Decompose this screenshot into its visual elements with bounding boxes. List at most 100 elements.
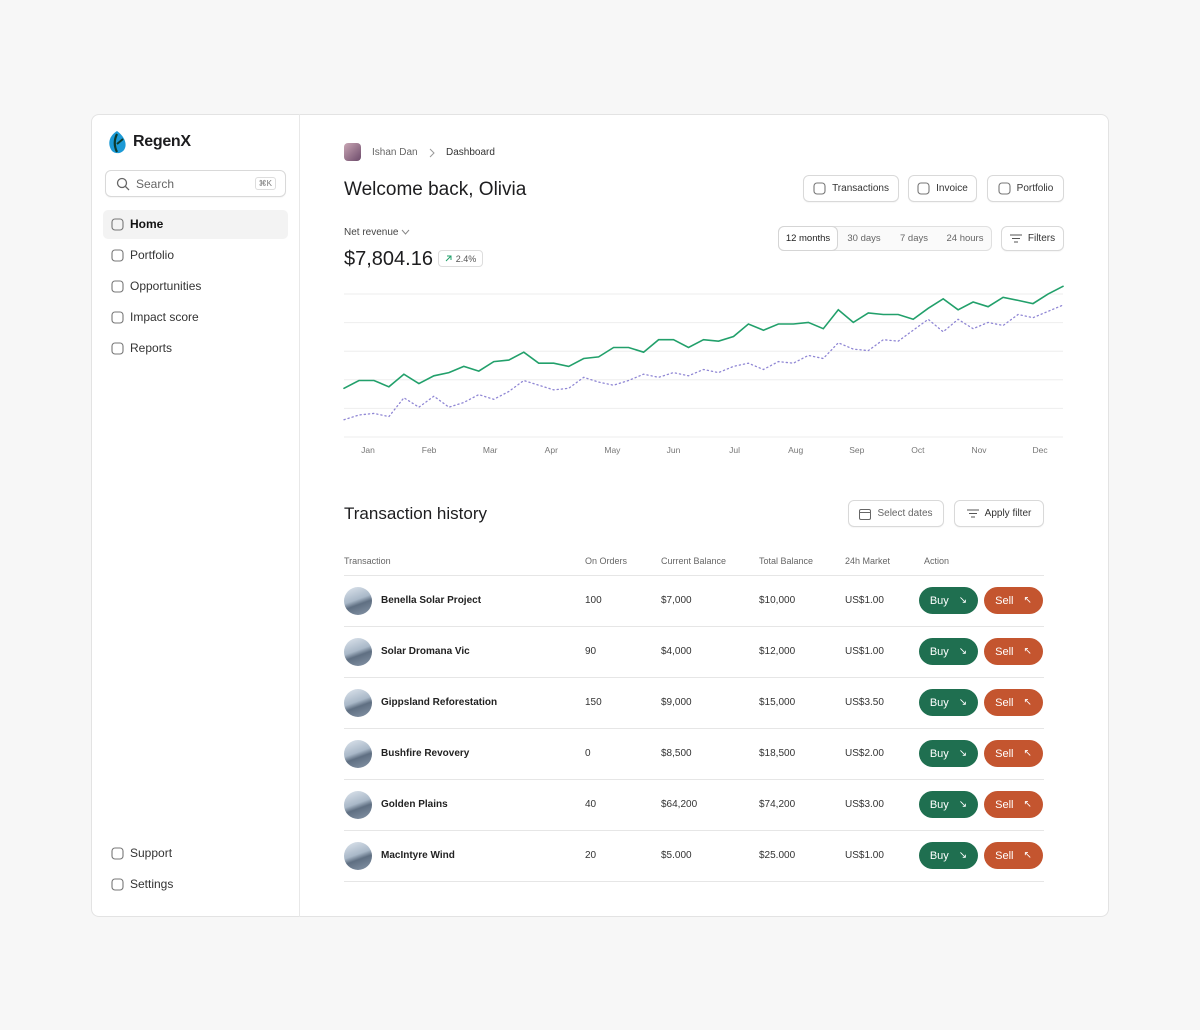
buy-button[interactable]: Buy ↘	[919, 587, 978, 614]
dropdown-icon	[401, 229, 410, 235]
brand: RegenX	[133, 133, 191, 150]
avatar	[344, 143, 361, 161]
chevron	[429, 148, 435, 158]
row-avatar	[344, 740, 372, 768]
sell-button[interactable]: Sell ↖	[984, 740, 1043, 767]
nav-active-bg	[103, 210, 288, 239]
transaction-name: Benella Solar Project	[381, 595, 482, 606]
apply-filter-label: Apply filter	[984, 508, 1032, 519]
nav-item[interactable]: Portfolio	[130, 248, 175, 262]
x-tick-label: Jul	[729, 445, 740, 455]
x-tick-label: Mar	[483, 445, 498, 455]
buy-button[interactable]: Buy ↘	[919, 689, 978, 716]
filter-icon	[966, 509, 979, 518]
nav-item[interactable]: Opportunities	[130, 279, 202, 293]
row-divider	[344, 779, 1044, 780]
nav-item[interactable]: Impact score	[130, 310, 199, 324]
icon-shape	[111, 280, 124, 293]
x-tick-label: May	[604, 445, 621, 455]
table-cell: US$3.50	[845, 697, 884, 708]
breadcrumb-item[interactable]: Dashboard	[446, 147, 495, 158]
buy-button[interactable]: Buy ↘	[919, 791, 978, 818]
row-avatar	[344, 842, 372, 870]
history-title: Transaction history	[344, 504, 487, 523]
x-tick-label: Dec	[1033, 445, 1049, 455]
table-cell: $15,000	[759, 697, 796, 708]
sell-label: Sell	[995, 747, 1014, 760]
line-series	[343, 304, 1064, 421]
apply-filter-button[interactable]: Apply filter	[954, 500, 1044, 527]
header-button[interactable]: Portfolio	[987, 175, 1064, 202]
range-option[interactable]: 30 days	[847, 233, 881, 244]
select-dates-button[interactable]: Select dates	[848, 500, 944, 527]
table-cell: 90	[585, 646, 597, 657]
sell-label: Sell	[995, 594, 1014, 607]
nav-item[interactable]: Settings	[130, 877, 174, 891]
search-placeholder: Search	[136, 176, 175, 191]
nav-icon	[111, 218, 124, 231]
transaction-name: MacIntyre Wind	[381, 850, 455, 861]
buy-button[interactable]: Buy ↘	[919, 740, 978, 767]
row-divider	[344, 728, 1044, 729]
buy-arrow: ↘	[958, 595, 968, 606]
header-button[interactable]: Invoice	[908, 175, 977, 202]
table-cell: $9,000	[661, 697, 692, 708]
breadcrumb-item[interactable]: Ishan Dan	[372, 147, 418, 158]
nav-icon	[998, 182, 1011, 195]
column-header: Transaction	[344, 556, 391, 566]
table-cell: 20	[585, 850, 597, 861]
nav-item[interactable]: Support	[130, 846, 173, 860]
table-cell: 40	[585, 799, 597, 810]
greeting: Welcome back, Olivia	[344, 179, 527, 200]
row-avatar	[344, 791, 372, 819]
table-cell: $64,200	[661, 799, 698, 810]
buy-label: Buy	[929, 747, 949, 760]
x-tick-label: Feb	[422, 445, 437, 455]
table-cell: US$1.00	[845, 646, 884, 657]
nav-item[interactable]: Reports	[130, 341, 173, 355]
table-cell: 0	[585, 748, 591, 759]
change-badge: 2.4%	[438, 250, 483, 267]
header-button-label: Invoice	[936, 183, 968, 194]
header-button-label: Portfolio	[1016, 183, 1054, 194]
revenue-chart: Jan Feb Mar Apr May Jun Jul Aug Sep Oct Nov Dec	[343, 285, 1064, 455]
header-button[interactable]: Transactions	[803, 175, 899, 202]
nav-icon	[813, 182, 826, 195]
buy-button[interactable]: Buy ↘	[919, 842, 978, 869]
transaction-name: Golden Plains	[381, 799, 448, 810]
x-tick-label: Aug	[788, 445, 803, 455]
x-tick-label: Sep	[849, 445, 864, 455]
nav-icon	[111, 280, 124, 293]
revenue-label[interactable]: Net revenue	[344, 227, 399, 238]
nav-item[interactable]: Home	[130, 217, 164, 231]
nav-icon	[111, 847, 124, 860]
icon-shape	[111, 311, 124, 324]
buy-arrow: ↘	[958, 748, 968, 759]
transaction-name: Bushfire Revovery	[381, 748, 470, 759]
sell-button[interactable]: Sell ↖	[984, 689, 1043, 716]
sell-button[interactable]: Sell ↖	[984, 791, 1043, 818]
sell-label: Sell	[995, 645, 1014, 658]
sell-button[interactable]: Sell ↖	[984, 842, 1043, 869]
line-series	[343, 285, 1064, 390]
select-dates-label: Select dates	[877, 508, 933, 519]
x-tick-label: Oct	[911, 445, 925, 455]
range-option[interactable]: 24 hours	[946, 233, 984, 244]
up-arrow	[445, 255, 452, 262]
row-divider	[344, 881, 1044, 882]
sell-button[interactable]: Sell ↖	[984, 638, 1043, 665]
search-box[interactable]: Search ⌘K	[105, 170, 286, 197]
buy-label: Buy	[929, 849, 949, 862]
filters-button[interactable]: Filters	[1001, 226, 1064, 251]
range-option[interactable]: 7 days	[900, 233, 928, 244]
table-cell: $18,500	[759, 748, 796, 759]
sell-arrow: ↖	[1023, 697, 1032, 708]
nav-icon	[111, 249, 124, 262]
range-option[interactable]: 12 months	[778, 226, 838, 251]
row-divider	[344, 677, 1044, 678]
row-divider	[344, 575, 1044, 576]
row-divider	[344, 830, 1044, 831]
buy-button[interactable]: Buy ↘	[919, 638, 978, 665]
sell-button[interactable]: Sell ↖	[984, 587, 1043, 614]
buy-label: Buy	[929, 594, 949, 607]
